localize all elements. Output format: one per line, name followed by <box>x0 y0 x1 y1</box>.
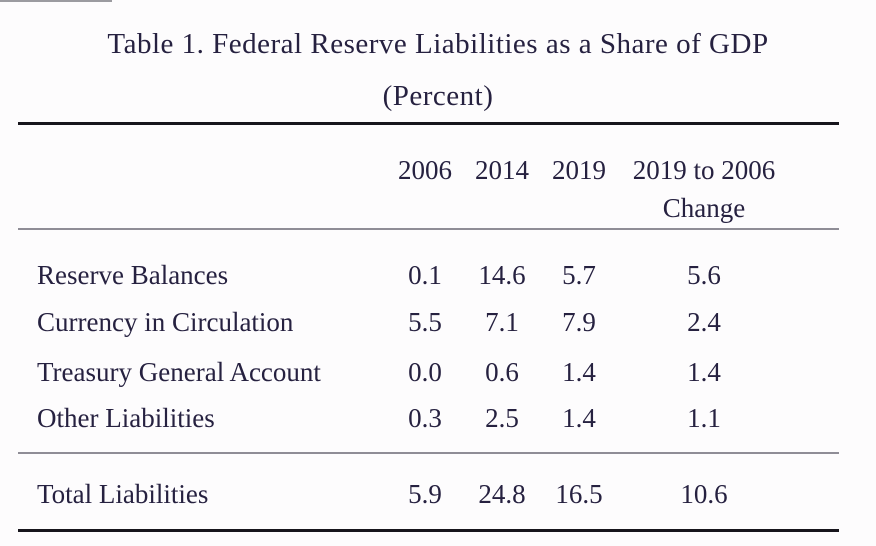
row-value-2006: 0.1 <box>408 260 442 290</box>
row-label: Reserve Balances <box>37 260 229 290</box>
total-row-label: Total Liabilities <box>37 479 209 509</box>
header-change-line1: 2019 to 2006 <box>632 155 776 185</box>
rule-under-header <box>18 228 839 230</box>
rule-above-total <box>18 452 839 454</box>
row-value-2019: 5.7 <box>562 260 596 290</box>
table-total-row: Total Liabilities 5.9 24.8 16.5 10.6 <box>37 481 790 508</box>
scan-artifact-line <box>0 0 112 2</box>
table-row: Currency in Circulation 5.5 7.1 7.9 2.4 <box>37 309 790 336</box>
row-value-change: 1.1 <box>687 403 721 433</box>
header-2014: 2014 <box>475 155 529 185</box>
row-label: Other Liabilities <box>37 403 215 433</box>
row-value-2019: 1.4 <box>562 403 596 433</box>
header-change-line2: Change <box>662 193 746 223</box>
row-value-2014: 7.1 <box>485 307 519 337</box>
total-value-2014: 24.8 <box>478 479 526 509</box>
total-value-change: 10.6 <box>680 479 728 509</box>
row-value-2006: 0.3 <box>408 403 442 433</box>
rule-bottom <box>18 529 839 532</box>
rule-top <box>18 122 839 125</box>
row-value-2019: 1.4 <box>562 357 596 387</box>
table-subtitle: (Percent) <box>382 80 494 112</box>
table-row: Other Liabilities 0.3 2.5 1.4 1.1 <box>37 405 790 432</box>
row-value-2014: 0.6 <box>485 357 519 387</box>
row-value-change: 2.4 <box>687 307 721 337</box>
table-row: Treasury General Account 0.0 0.6 1.4 1.4 <box>37 359 790 386</box>
row-value-change: 5.6 <box>687 260 721 290</box>
row-value-change: 1.4 <box>687 357 721 387</box>
table-title: Table 1. Federal Reserve Liabilities as … <box>107 28 769 60</box>
table-header-row: 2006 2014 2019 2019 to 2006 Change <box>37 157 790 222</box>
header-change: 2019 to 2006 Change <box>618 157 790 222</box>
row-value-2014: 2.5 <box>485 403 519 433</box>
header-2019: 2019 <box>552 155 606 185</box>
total-value-2006: 5.9 <box>408 479 442 509</box>
row-value-2006: 0.0 <box>408 357 442 387</box>
row-label: Treasury General Account <box>37 357 321 387</box>
table-row: Reserve Balances 0.1 14.6 5.7 5.6 <box>37 262 790 289</box>
total-value-2019: 16.5 <box>555 479 603 509</box>
row-value-2006: 5.5 <box>408 307 442 337</box>
row-value-2019: 7.9 <box>562 307 596 337</box>
header-2006: 2006 <box>398 155 452 185</box>
row-label: Currency in Circulation <box>37 307 294 337</box>
row-value-2014: 14.6 <box>478 260 526 290</box>
